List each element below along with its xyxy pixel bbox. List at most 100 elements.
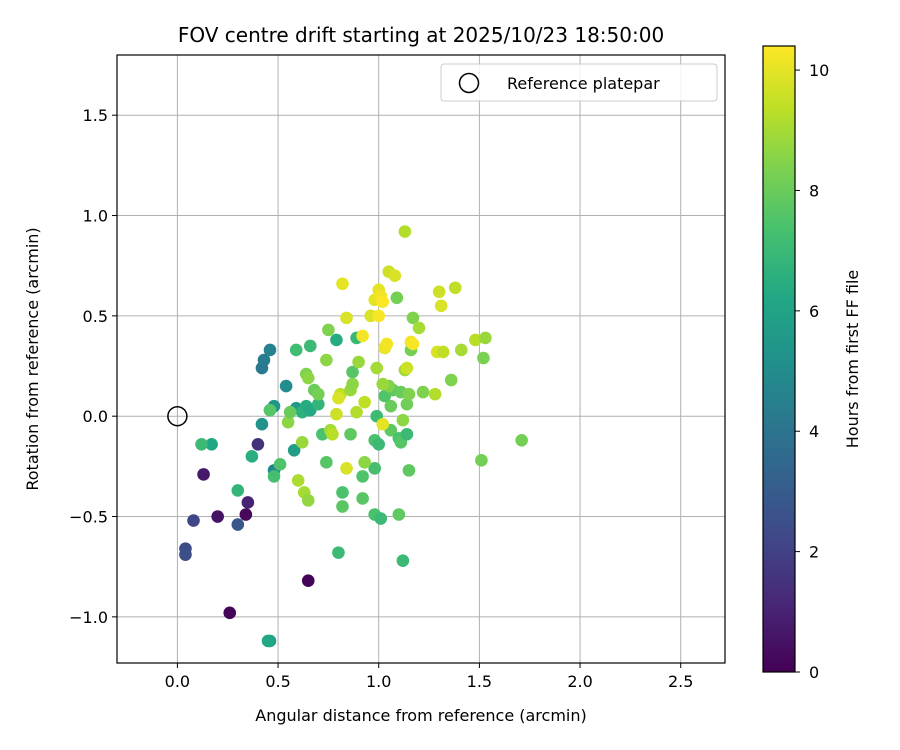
data-point — [356, 329, 369, 343]
data-point — [400, 361, 414, 375]
data-point — [223, 606, 237, 620]
data-point — [263, 343, 277, 357]
data-point — [358, 456, 371, 469]
colorbar-label: Hours from first FF file — [843, 270, 862, 449]
data-point — [291, 474, 305, 487]
data-point — [320, 353, 333, 367]
data-point — [368, 462, 381, 475]
data-point — [416, 385, 430, 399]
data-point — [231, 518, 245, 531]
data-point — [412, 321, 426, 335]
data-point — [332, 546, 345, 559]
data-point — [301, 494, 315, 507]
data-point — [303, 339, 317, 353]
data-point — [239, 508, 253, 521]
data-point — [398, 225, 412, 238]
data-point — [384, 399, 398, 413]
data-point — [444, 373, 458, 387]
data-point — [289, 343, 303, 357]
data-point — [515, 433, 528, 447]
data-point — [205, 437, 218, 451]
data-point — [475, 454, 488, 467]
y-tick-label: 0.0 — [83, 407, 108, 426]
data-point — [187, 514, 200, 527]
data-point — [406, 311, 420, 325]
data-point — [257, 353, 271, 367]
data-point — [376, 417, 390, 431]
data-point — [390, 291, 404, 305]
y-tick-label: −0.5 — [69, 508, 108, 527]
data-point — [330, 333, 343, 347]
x-tick-label: 0.5 — [265, 672, 290, 691]
data-point — [376, 295, 390, 309]
colorbar-tick-label: 2 — [809, 543, 819, 562]
x-tick-label: 0.0 — [165, 672, 190, 691]
x-axis-label: Angular distance from reference (arcmin) — [255, 706, 586, 725]
data-point — [301, 371, 315, 385]
data-point — [340, 462, 353, 475]
data-point — [402, 387, 416, 401]
data-point — [432, 285, 446, 299]
x-tick-label: 1.0 — [366, 672, 391, 691]
data-point — [251, 437, 265, 451]
data-point — [336, 500, 349, 513]
data-point — [406, 337, 420, 351]
data-point — [273, 458, 287, 471]
data-point — [356, 492, 369, 505]
chart-title: FOV centre drift starting at 2025/10/23 … — [178, 23, 664, 47]
data-point — [322, 323, 335, 337]
data-point — [261, 634, 275, 648]
data-point — [477, 351, 490, 365]
data-point — [448, 281, 462, 295]
points-layer — [179, 225, 528, 648]
colorbar-tick-label: 4 — [809, 422, 819, 441]
data-point — [372, 309, 386, 323]
data-point — [352, 355, 365, 369]
colorbar-gradient — [762, 45, 796, 673]
data-point — [283, 405, 297, 419]
y-tick-label: 1.5 — [83, 106, 108, 125]
data-point — [434, 299, 448, 313]
colorbar-tick-label: 10 — [809, 61, 829, 80]
data-point — [469, 333, 482, 347]
data-point — [326, 427, 339, 441]
data-point — [346, 377, 359, 391]
plot-frame — [116, 54, 726, 664]
data-point — [295, 435, 309, 449]
data-point — [392, 508, 406, 521]
data-point — [402, 464, 416, 477]
data-point — [380, 337, 394, 351]
data-point — [267, 470, 281, 483]
data-point — [281, 415, 295, 429]
data-point — [301, 574, 315, 588]
data-point — [332, 391, 345, 405]
data-point — [336, 486, 349, 499]
data-point — [396, 554, 410, 567]
data-point — [436, 345, 450, 359]
legend-marker-icon — [458, 72, 480, 94]
y-axis-label: Rotation from reference (arcmin) — [23, 227, 42, 490]
grid-layer — [117, 55, 725, 663]
x-tick-label: 2.5 — [668, 672, 693, 691]
legend-box — [440, 63, 718, 102]
data-point — [255, 417, 269, 431]
data-point — [279, 379, 293, 393]
data-point — [340, 311, 353, 325]
data-point — [358, 395, 371, 409]
data-point — [374, 512, 388, 525]
data-point — [428, 387, 442, 401]
ticks-layer: 0.0 0.5 1.0 1.5 2.0 2.5 −1.0 −0.5 0.0 0.5 1.0 1.5 — [69, 106, 693, 691]
data-point — [312, 387, 325, 401]
data-point — [195, 437, 208, 451]
data-point — [388, 269, 402, 283]
colorbar: 0 2 4 6 8 10 Hours from first FF file — [762, 45, 862, 682]
data-point — [179, 548, 192, 561]
data-point — [370, 361, 384, 375]
data-point — [197, 468, 210, 481]
x-tick-label: 2.0 — [567, 672, 592, 691]
data-point — [376, 377, 390, 391]
y-tick-label: 0.5 — [83, 307, 108, 326]
data-point — [330, 407, 343, 421]
data-point — [336, 277, 349, 291]
